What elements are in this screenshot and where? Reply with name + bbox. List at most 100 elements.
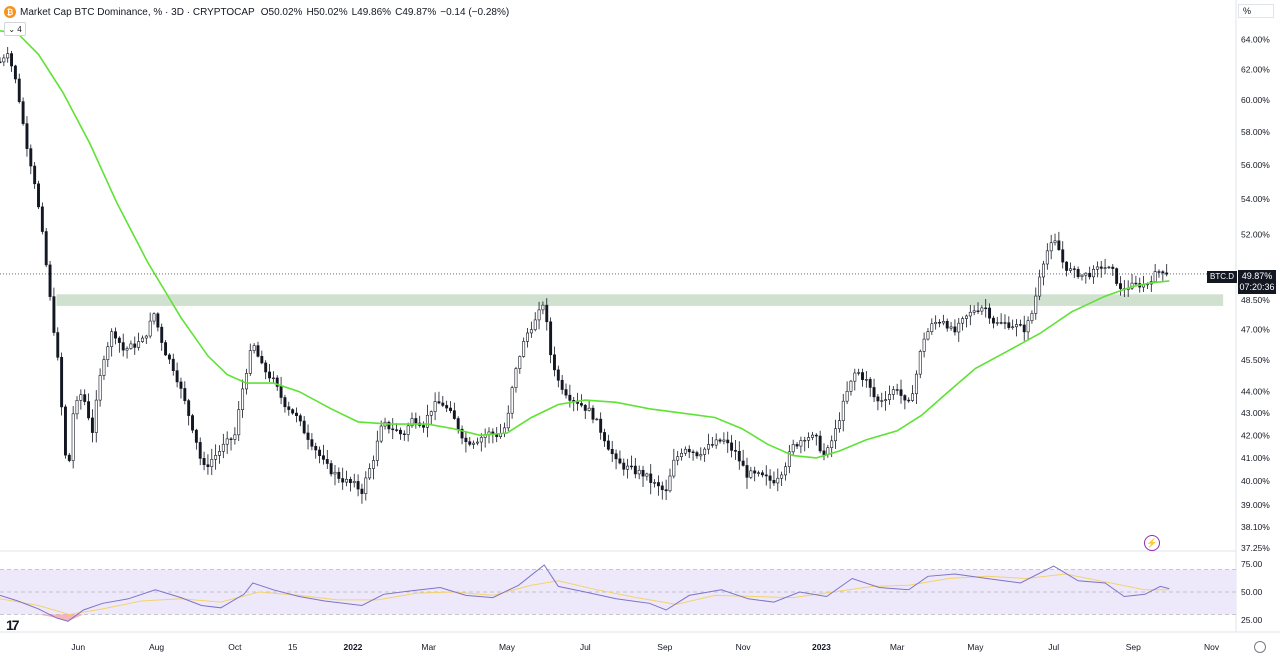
candle-body bbox=[460, 428, 464, 439]
price-tick-label: 43.00% bbox=[1241, 408, 1270, 418]
candle-body bbox=[1076, 269, 1080, 277]
price-tick-label: 40.00% bbox=[1241, 476, 1270, 486]
candle-body bbox=[445, 405, 449, 409]
open-label: O bbox=[260, 6, 269, 18]
candle-body bbox=[1038, 276, 1042, 297]
rsi-oversold-fill bbox=[38, 614, 84, 622]
candle-body bbox=[0, 61, 2, 63]
candle-body bbox=[730, 442, 734, 451]
candle-body bbox=[79, 394, 83, 401]
candle-body bbox=[291, 409, 295, 414]
candle-body bbox=[953, 326, 957, 333]
candle-body bbox=[572, 400, 576, 402]
time-tick-label: Sep bbox=[1126, 642, 1141, 652]
candle-body bbox=[221, 443, 225, 452]
candle-body bbox=[391, 428, 395, 431]
time-tick-label: Sep bbox=[657, 642, 672, 652]
high-label: H bbox=[306, 6, 314, 18]
lightning-icon[interactable]: ⚡ bbox=[1144, 535, 1160, 551]
candle-body bbox=[595, 418, 599, 421]
candle-body bbox=[726, 439, 730, 444]
chart-legend: ₿ Market Cap BTC Dominance, % · 3D · CRY… bbox=[4, 4, 509, 20]
candle-body bbox=[999, 322, 1003, 324]
candle-body bbox=[321, 455, 325, 460]
candle-body bbox=[753, 470, 757, 474]
candle-body bbox=[518, 356, 522, 369]
price-tick-label: 60.00% bbox=[1241, 95, 1270, 105]
candle-body bbox=[398, 429, 402, 435]
candle-body bbox=[37, 183, 40, 208]
candle-body bbox=[599, 418, 603, 433]
symbol-title[interactable]: Market Cap BTC Dominance, % bbox=[20, 6, 163, 18]
candle-body bbox=[710, 444, 714, 446]
interval-label[interactable]: 3D bbox=[171, 6, 184, 18]
candle-body bbox=[406, 425, 410, 435]
candle-body bbox=[441, 402, 445, 406]
candle-body bbox=[645, 473, 649, 477]
candle-body bbox=[102, 359, 106, 376]
candle-body bbox=[114, 331, 117, 339]
support-resistance-zone bbox=[56, 294, 1224, 306]
candle-body bbox=[187, 400, 191, 416]
candle-body bbox=[314, 445, 318, 451]
candle-body bbox=[210, 459, 214, 468]
candle-body bbox=[757, 472, 760, 474]
candle-body bbox=[888, 394, 891, 400]
candle-body bbox=[464, 437, 468, 443]
candle-body bbox=[260, 356, 264, 364]
time-tick-label: Mar bbox=[890, 642, 905, 652]
candle-body bbox=[148, 320, 152, 337]
candle-body bbox=[133, 343, 137, 348]
candle-body bbox=[653, 482, 657, 484]
candle-body bbox=[1034, 295, 1038, 314]
tradingview-logo[interactable]: 17 bbox=[6, 617, 20, 633]
candle-body bbox=[1015, 324, 1018, 328]
candle-body bbox=[622, 462, 626, 470]
last-price-label: 49.87% 07:20:36 bbox=[1238, 270, 1276, 294]
candle-body bbox=[807, 437, 811, 441]
candle-body bbox=[776, 477, 780, 484]
candle-body bbox=[306, 432, 310, 440]
candle-body bbox=[167, 354, 171, 360]
candle-body bbox=[298, 415, 302, 422]
candle-body bbox=[733, 450, 737, 452]
scale-unit-button[interactable]: % bbox=[1238, 4, 1274, 18]
candle-body bbox=[980, 307, 984, 312]
candle-body bbox=[641, 469, 645, 477]
candle-body bbox=[33, 165, 37, 185]
candle-body bbox=[191, 415, 194, 431]
candle-body bbox=[1111, 266, 1115, 269]
price-tick-label: 44.00% bbox=[1241, 387, 1270, 397]
candle-body bbox=[549, 321, 553, 356]
candle-body bbox=[456, 418, 460, 430]
rsi-tick-label: 50.00 bbox=[1241, 587, 1263, 597]
candle-body bbox=[972, 310, 976, 313]
candle-body bbox=[310, 439, 314, 447]
indicator-collapse-button[interactable]: ⌄ 4 bbox=[4, 22, 26, 36]
candle-body bbox=[60, 356, 64, 408]
symbol-price-tag: BTC.D bbox=[1207, 271, 1237, 283]
candle-body bbox=[583, 404, 587, 411]
candle-body bbox=[110, 331, 114, 348]
candle-body bbox=[137, 341, 141, 348]
candle-body bbox=[541, 304, 545, 311]
candle-body bbox=[660, 485, 664, 491]
candle-body bbox=[649, 473, 653, 483]
close-label: C bbox=[395, 6, 403, 18]
candle-body bbox=[857, 372, 861, 374]
candle-body bbox=[630, 465, 633, 468]
candle-body bbox=[198, 442, 202, 459]
candle-body bbox=[614, 453, 618, 460]
candle-body bbox=[880, 400, 884, 402]
candle-body bbox=[279, 386, 283, 398]
gear-icon[interactable] bbox=[1254, 641, 1266, 653]
candle-body bbox=[1057, 240, 1061, 251]
candle-body bbox=[341, 478, 345, 483]
candle-body bbox=[375, 440, 379, 461]
candle-body bbox=[48, 264, 52, 297]
candle-body bbox=[40, 206, 44, 232]
candle-body bbox=[861, 372, 864, 380]
candle-body bbox=[672, 459, 676, 477]
candle-body bbox=[907, 399, 911, 402]
